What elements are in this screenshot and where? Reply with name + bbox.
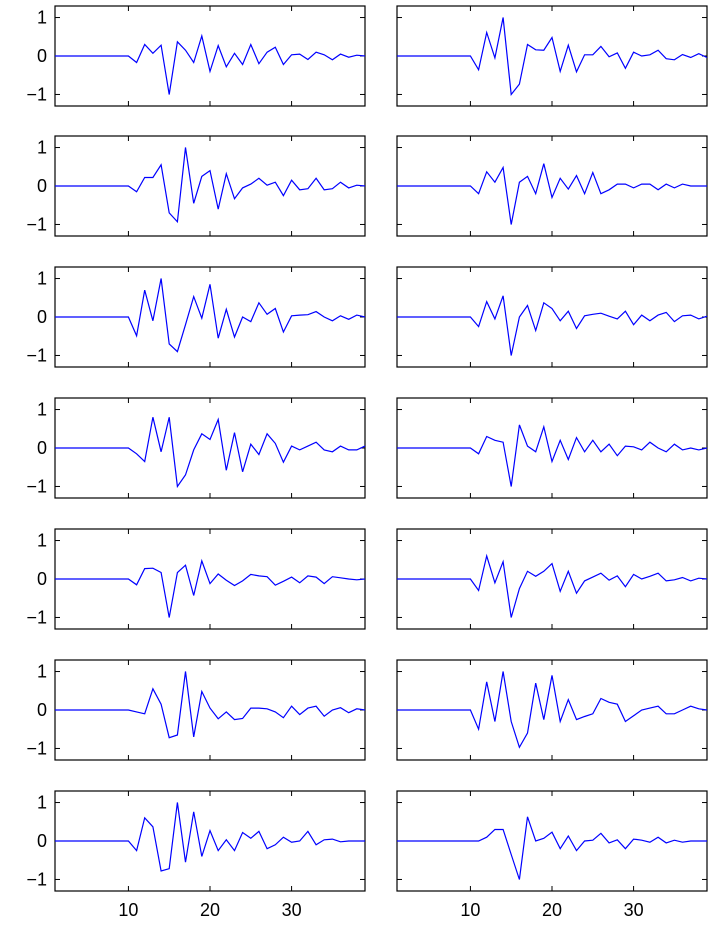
panel-r5-c1: −1 0 1 <box>26 528 366 630</box>
x-tick-label: 20 <box>542 900 562 920</box>
y-tick-label: −1 <box>26 345 47 365</box>
y-tick-label: −1 <box>26 84 47 104</box>
series-line <box>397 671 708 749</box>
panel-r2-c2 <box>396 135 708 237</box>
panel-r7-c2: 10 20 30 <box>396 790 708 920</box>
y-tick-label: −1 <box>26 476 47 496</box>
series-line <box>55 802 365 872</box>
series-line <box>55 278 366 353</box>
y-tick-label: 1 <box>37 8 47 28</box>
y-tick-label: −1 <box>26 214 47 234</box>
y-tick-label: −1 <box>26 607 47 627</box>
series-line <box>55 417 366 489</box>
panel-r4-c1: −1 0 1 <box>26 397 366 499</box>
x-tick-label: 30 <box>624 900 644 920</box>
series-line <box>55 671 366 739</box>
x-tick-label: 10 <box>460 900 480 920</box>
y-tick-label: 1 <box>37 662 47 682</box>
x-tick-label: 10 <box>118 900 138 920</box>
y-tick-label: 1 <box>37 531 47 551</box>
y-tick-label: 1 <box>37 793 47 813</box>
y-tick-label: −1 <box>26 869 47 889</box>
panel-r6-c1: −1 0 1 <box>26 659 366 761</box>
y-tick-label: 1 <box>37 138 47 158</box>
y-tick-label: 0 <box>37 831 47 851</box>
panel-r2-c1: −1 0 1 <box>26 135 366 237</box>
panel-r7-c1: −1 0 1 10 20 30 <box>26 790 366 920</box>
series-line <box>55 558 366 618</box>
series-line <box>397 424 708 487</box>
series-line <box>397 816 707 880</box>
y-tick-label: 0 <box>37 569 47 589</box>
panel-r3-c1: −1 0 1 <box>26 266 366 368</box>
series-line <box>55 33 366 95</box>
x-tick-label: 20 <box>200 900 220 920</box>
series-line <box>397 553 708 618</box>
series-line <box>397 17 708 97</box>
series-line <box>397 163 707 225</box>
panel-r4-c2 <box>396 397 708 499</box>
panel-r5-c2 <box>396 528 708 630</box>
y-tick-label: 1 <box>37 400 47 420</box>
panel-r1-c2 <box>396 5 708 107</box>
panel-r6-c2 <box>396 659 708 761</box>
series-line <box>55 147 366 224</box>
panel-r3-c2 <box>396 266 708 368</box>
y-tick-label: 0 <box>37 438 47 458</box>
y-tick-label: 1 <box>37 269 47 289</box>
y-tick-label: 0 <box>37 176 47 196</box>
x-tick-label: 30 <box>282 900 302 920</box>
series-line <box>397 295 708 356</box>
y-tick-label: −1 <box>26 738 47 758</box>
y-tick-label: 0 <box>37 700 47 720</box>
y-tick-label: 0 <box>37 307 47 327</box>
panel-r1-c1: −1 0 1 <box>26 5 366 107</box>
y-tick-label: 0 <box>37 46 47 66</box>
